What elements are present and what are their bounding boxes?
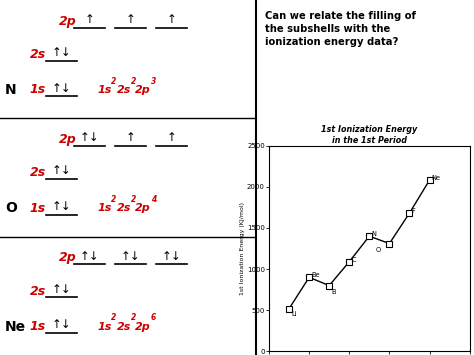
Text: ↑↓: ↑↓ (52, 200, 71, 213)
Text: 2s: 2s (30, 166, 46, 179)
Text: ↑↓: ↑↓ (162, 250, 182, 263)
Text: 2: 2 (130, 77, 136, 86)
Text: 2: 2 (130, 195, 136, 204)
Text: 4: 4 (151, 195, 156, 204)
Text: ↑↓: ↑↓ (52, 164, 71, 178)
Text: 2s: 2s (117, 85, 131, 95)
Text: 2p: 2p (59, 15, 77, 28)
Text: 2p: 2p (59, 251, 77, 264)
Text: 1s: 1s (97, 85, 112, 95)
Text: ↑: ↑ (126, 131, 136, 144)
Text: ↑: ↑ (85, 13, 94, 26)
Text: N: N (5, 83, 17, 97)
Text: 1s: 1s (30, 202, 46, 215)
Text: 1s: 1s (30, 83, 46, 97)
Text: ↑↓: ↑↓ (80, 250, 100, 263)
Text: 2p: 2p (135, 322, 151, 332)
Text: 2s: 2s (30, 285, 46, 297)
Text: ↑↓: ↑↓ (52, 318, 71, 331)
Text: ↑: ↑ (166, 131, 176, 144)
Text: 2: 2 (111, 77, 117, 86)
Text: ↑: ↑ (126, 13, 136, 26)
Text: 2: 2 (111, 195, 117, 204)
Text: 1s: 1s (97, 322, 112, 332)
Text: 2p: 2p (135, 85, 151, 95)
Text: 2p: 2p (135, 203, 151, 213)
Text: ↑↓: ↑↓ (121, 250, 140, 263)
Text: 1s: 1s (97, 203, 112, 213)
Text: 2: 2 (130, 313, 136, 322)
Text: ↑: ↑ (166, 13, 176, 26)
Text: 2s: 2s (30, 48, 46, 61)
Text: O: O (5, 201, 17, 215)
Text: Can we relate the filling of
the subshells with the
ionization energy data?: Can we relate the filling of the subshel… (264, 11, 416, 47)
Text: 3: 3 (151, 77, 156, 86)
Text: 2s: 2s (117, 322, 131, 332)
Text: ↑↓: ↑↓ (52, 283, 71, 296)
Text: 1s: 1s (30, 320, 46, 333)
Text: Ne: Ne (5, 320, 26, 334)
Text: 6: 6 (151, 313, 156, 322)
Text: ↑↓: ↑↓ (52, 82, 71, 95)
Text: 2p: 2p (59, 133, 77, 146)
Text: 2: 2 (111, 313, 117, 322)
Text: ↑↓: ↑↓ (52, 46, 71, 59)
Text: 2s: 2s (117, 203, 131, 213)
Text: ↑↓: ↑↓ (80, 131, 100, 144)
